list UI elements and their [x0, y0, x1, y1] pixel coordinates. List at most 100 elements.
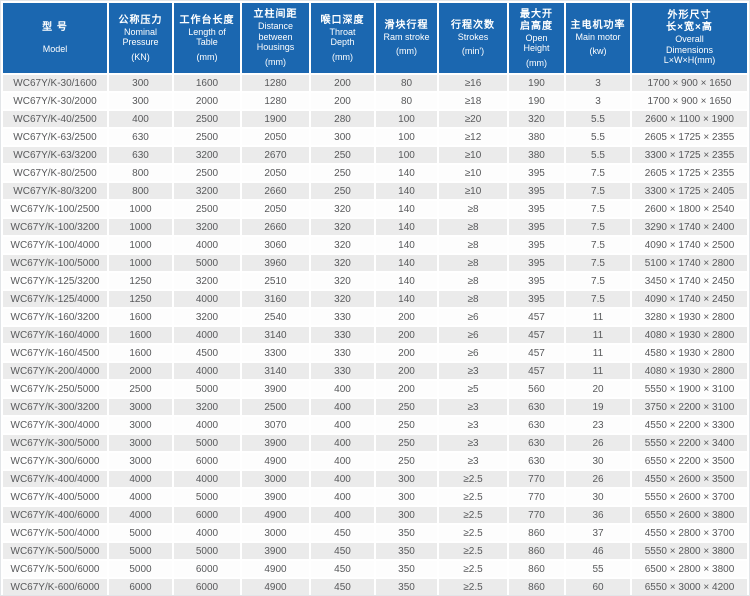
table-row: WC67Y/K-100/2500 1000 2500 2050 320 140 ≥8 395 7…: [3, 201, 747, 217]
cell-ram_stroke: 250: [376, 453, 437, 469]
cell-dimensions: 1700 × 900 × 1650: [632, 75, 747, 91]
cell-strokes: ≥3: [439, 435, 507, 451]
cell-table_length: 4000: [174, 237, 240, 253]
cell-housing_distance: 3900: [242, 381, 309, 397]
cell-main_motor: 11: [566, 363, 630, 379]
header-zh-line: 立柱间距: [253, 9, 298, 21]
cell-model: WC67Y/K-40/2500: [3, 111, 107, 127]
header-en-line: L×W×H(mm): [663, 55, 716, 66]
cell-nominal_pressure: 5000: [109, 525, 172, 541]
header-unit-line: (mm): [196, 51, 218, 62]
cell-ram_stroke: 140: [376, 273, 437, 289]
cell-strokes: ≥8: [439, 237, 507, 253]
column-header-table_length: 工作台长度 Length of Table (mm): [174, 3, 240, 73]
header-en-line: Table: [196, 37, 218, 47]
cell-main_motor: 23: [566, 417, 630, 433]
cell-dimensions: 5550 × 2600 × 3700: [632, 489, 747, 505]
cell-housing_distance: 3060: [242, 237, 309, 253]
cell-model: WC67Y/K-80/2500: [3, 165, 107, 181]
cell-throat_depth: 450: [311, 543, 374, 559]
cell-table_length: 4000: [174, 525, 240, 541]
cell-table_length: 3200: [174, 399, 240, 415]
column-header-dimensions: 外形尺寸 长×宽×高 Overall Dimensions L×W×H(mm): [632, 3, 747, 73]
column-header-strokes: 行程次数 Strokes (min'): [439, 3, 507, 73]
cell-open_height: 395: [509, 219, 564, 235]
cell-table_length: 3200: [174, 147, 240, 163]
cell-throat_depth: 400: [311, 453, 374, 469]
cell-nominal_pressure: 3000: [109, 399, 172, 415]
cell-open_height: 380: [509, 147, 564, 163]
cell-model: WC67Y/K-600/6000: [3, 579, 107, 595]
cell-housing_distance: 3140: [242, 327, 309, 343]
table-row: WC67Y/K-100/4000 1000 4000 3060 320 140 ≥8 395 7…: [3, 237, 747, 253]
cell-throat_depth: 400: [311, 417, 374, 433]
cell-main_motor: 11: [566, 309, 630, 325]
cell-throat_depth: 320: [311, 219, 374, 235]
cell-throat_depth: 400: [311, 489, 374, 505]
cell-nominal_pressure: 3000: [109, 453, 172, 469]
cell-ram_stroke: 250: [376, 399, 437, 415]
cell-main_motor: 11: [566, 327, 630, 343]
cell-table_length: 6000: [174, 561, 240, 577]
cell-nominal_pressure: 1600: [109, 327, 172, 343]
cell-strokes: ≥6: [439, 345, 507, 361]
cell-open_height: 770: [509, 507, 564, 523]
cell-throat_depth: 300: [311, 129, 374, 145]
cell-dimensions: 4090 × 1740 × 2450: [632, 291, 747, 307]
cell-open_height: 395: [509, 291, 564, 307]
cell-main_motor: 60: [566, 579, 630, 595]
header-zh-line: 最大开: [520, 8, 553, 20]
cell-housing_distance: 2050: [242, 165, 309, 181]
cell-throat_depth: 320: [311, 255, 374, 271]
cell-housing_distance: 3300: [242, 345, 309, 361]
cell-housing_distance: 2050: [242, 201, 309, 217]
cell-ram_stroke: 300: [376, 471, 437, 487]
cell-main_motor: 30: [566, 489, 630, 505]
cell-ram_stroke: 350: [376, 561, 437, 577]
cell-table_length: 4000: [174, 291, 240, 307]
cell-strokes: ≥10: [439, 183, 507, 199]
cell-ram_stroke: 140: [376, 183, 437, 199]
cell-dimensions: 4090 × 1740 × 2500: [632, 237, 747, 253]
cell-housing_distance: 3000: [242, 471, 309, 487]
cell-strokes: ≥8: [439, 201, 507, 217]
cell-main_motor: 30: [566, 453, 630, 469]
header-en-line: Dimensions: [665, 44, 714, 55]
cell-nominal_pressure: 4000: [109, 471, 172, 487]
cell-throat_depth: 280: [311, 111, 374, 127]
table-row: WC67Y/K-400/6000 4000 6000 4900 400 300 ≥2.5 77…: [3, 507, 747, 523]
column-header-throat_depth: 喉口深度 Throat Depth (mm): [311, 3, 374, 73]
cell-nominal_pressure: 3000: [109, 435, 172, 451]
table-row: WC67Y/K-200/4000 2000 4000 3140 330 200 ≥3 457 1…: [3, 363, 747, 379]
cell-open_height: 395: [509, 201, 564, 217]
table-row: WC67Y/K-30/1600 300 1600 1280 200 80 ≥16 190 3 17…: [3, 75, 747, 91]
cell-table_length: 3200: [174, 309, 240, 325]
cell-open_height: 457: [509, 309, 564, 325]
cell-ram_stroke: 250: [376, 435, 437, 451]
cell-throat_depth: 320: [311, 237, 374, 253]
cell-housing_distance: 3900: [242, 489, 309, 505]
cell-housing_distance: 3960: [242, 255, 309, 271]
cell-ram_stroke: 140: [376, 237, 437, 253]
cell-nominal_pressure: 4000: [109, 489, 172, 505]
cell-throat_depth: 200: [311, 75, 374, 91]
cell-open_height: 770: [509, 471, 564, 487]
cell-nominal_pressure: 1600: [109, 309, 172, 325]
cell-dimensions: 4580 × 1930 × 2800: [632, 345, 747, 361]
cell-throat_depth: 200: [311, 93, 374, 109]
cell-nominal_pressure: 1000: [109, 237, 172, 253]
table-row: WC67Y/K-100/3200 1000 3200 2660 320 140 ≥8 395 7…: [3, 219, 747, 235]
cell-dimensions: 2600 × 1100 × 1900: [632, 111, 747, 127]
cell-ram_stroke: 250: [376, 417, 437, 433]
cell-strokes: ≥3: [439, 399, 507, 415]
cell-open_height: 190: [509, 93, 564, 109]
cell-strokes: ≥2.5: [439, 561, 507, 577]
cell-ram_stroke: 140: [376, 165, 437, 181]
cell-strokes: ≥2.5: [439, 525, 507, 541]
cell-strokes: ≥16: [439, 75, 507, 91]
cell-table_length: 2500: [174, 165, 240, 181]
cell-strokes: ≥10: [439, 147, 507, 163]
header-en-line: Depth: [330, 37, 355, 47]
cell-table_length: 5000: [174, 381, 240, 397]
header-zh-line: 型 号: [42, 21, 68, 33]
